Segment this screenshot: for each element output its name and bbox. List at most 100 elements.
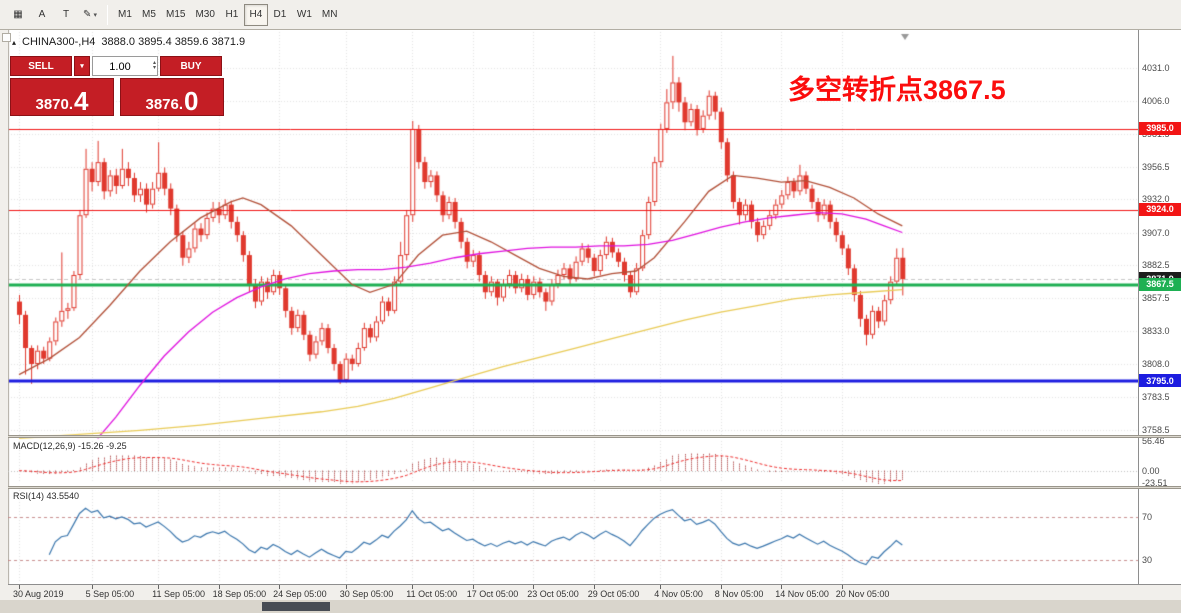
time-tick — [841, 585, 843, 589]
timeframe-m1-button[interactable]: M1 — [113, 4, 137, 26]
rsi-level-label: 30 — [1142, 555, 1153, 565]
rsi-value: 43.5540 — [46, 491, 80, 501]
time-label: 8 Nov 05:00 — [714, 589, 764, 599]
bid-price-panel: 3870. 4 — [10, 78, 114, 116]
time-tick — [345, 585, 347, 589]
time-tick — [412, 585, 414, 589]
taskbar-strip — [0, 600, 1181, 613]
time-label: 29 Oct 05:00 — [587, 589, 640, 599]
buy-button[interactable]: BUY — [160, 56, 222, 76]
macd-tick-label: 0.00 — [1142, 465, 1160, 476]
price-tick-label: 4006.0 — [1142, 96, 1170, 107]
price-axis[interactable]: 4031.04006.03981.53956.53932.03907.03882… — [1138, 30, 1181, 600]
tool-cursor-button[interactable]: A — [30, 4, 54, 26]
price-tick-label: 3833.0 — [1142, 325, 1170, 336]
hline-price-box: 3985.0 — [1139, 121, 1181, 135]
time-tick — [533, 585, 535, 589]
one-click-collapse-icon[interactable]: ▴ — [12, 37, 17, 47]
toolbar: ▦ A T ✎ ▾ M1 M5 M15 M30 H1 H4 D1 W1 MN — [0, 0, 1181, 30]
price-tick-label: 4031.0 — [1142, 62, 1170, 73]
time-label: 20 Nov 05:00 — [835, 589, 890, 599]
time-label: 23 Oct 05:00 — [527, 589, 579, 599]
volume-input[interactable] — [93, 58, 157, 76]
chart-text-annotation: 多空转折点3867.5 — [788, 75, 1006, 105]
time-tick — [720, 585, 722, 589]
bid-price-big-digit: 4 — [74, 85, 89, 116]
time-tick — [158, 585, 160, 589]
macd-indicator-label: MACD(12,26,9) -15.26 -9.25 — [13, 441, 127, 451]
macd-tick-label: -23.51 — [1142, 478, 1168, 488]
toolbar-separator — [107, 4, 108, 25]
chevron-down-icon: ▾ — [93, 11, 97, 19]
time-tick — [91, 585, 93, 589]
ohlc-values: 3888.0 3895.4 3859.6 3871.9 — [101, 36, 246, 48]
time-label: 18 Sep 05:00 — [212, 589, 267, 599]
time-label: 24 Sep 05:00 — [273, 589, 327, 599]
spinner-up-icon: ▴ — [152, 60, 156, 66]
taskbar-item[interactable] — [262, 602, 330, 611]
timeframe-h1-button[interactable]: H1 — [220, 4, 244, 26]
time-label: 11 Oct 05:00 — [406, 589, 458, 599]
time-label: 30 Aug 2019 — [13, 589, 64, 599]
spinner-down-icon: ▾ — [152, 65, 156, 71]
macd-values: -15.26 -9.25 — [78, 441, 127, 451]
macd-window-splitter[interactable] — [8, 435, 1181, 438]
symbol-period-label: CHINA300-,H4 — [22, 36, 96, 48]
sell-button[interactable]: SELL — [10, 56, 72, 76]
time-tick — [19, 585, 20, 589]
time-tick — [660, 585, 662, 589]
rsi-level-label: 70 — [1142, 512, 1153, 522]
price-tick-label: 3932.0 — [1142, 194, 1170, 205]
timeframe-group: M1 M5 M15 M30 H1 H4 D1 W1 MN — [113, 3, 343, 26]
minimized-toolbar-icon[interactable] — [2, 33, 11, 42]
ask-price-panel: 3876. 0 — [120, 78, 224, 116]
time-tick — [279, 585, 281, 589]
volume-dropdown-button[interactable]: ▾ — [74, 56, 90, 76]
time-axis[interactable]: 30 Aug 2019 5 Sep 05:00 11 Sep 05:00 18 Sep… — [8, 584, 1181, 600]
price-tick-label: 3783.5 — [1142, 391, 1170, 402]
time-label: 30 Sep 05:00 — [339, 589, 394, 599]
timeframe-d1-button[interactable]: D1 — [268, 4, 292, 26]
time-label: 5 Sep 05:00 — [85, 589, 135, 599]
price-tick-label: 3758.5 — [1142, 424, 1170, 435]
hline-price-box: 3924.0 — [1139, 202, 1181, 216]
time-tick — [472, 585, 474, 589]
one-click-trading-panel: SELL ▾ ▴▾ BUY 3870.4 3876.0 — [10, 56, 224, 116]
timeframe-m15-button[interactable]: M15 — [161, 4, 190, 26]
timeframe-m5-button[interactable]: M5 — [137, 4, 161, 26]
hline-price-box: 3795.0 — [1139, 374, 1181, 388]
timeframe-m30-button[interactable]: M30 — [190, 4, 219, 26]
macd-tick-label: 56.46 — [1142, 436, 1165, 446]
ask-price: 3876. — [145, 96, 184, 113]
ask-price-big-digit: 0 — [184, 85, 199, 116]
price-tick-label: 3857.5 — [1142, 293, 1170, 304]
bid-price: 3870. — [35, 96, 74, 113]
price-tick-label: 3808.0 — [1142, 358, 1170, 369]
timeframe-w1-button[interactable]: W1 — [292, 4, 317, 26]
chevron-down-icon: ▾ — [80, 63, 84, 70]
timeframe-h4-button[interactable]: H4 — [243, 3, 268, 26]
time-label: 4 Nov 05:00 — [654, 589, 703, 599]
price-tick-label: 3907.0 — [1142, 227, 1170, 238]
drawing-tools-group: ▦ A T ✎ ▾ — [6, 4, 102, 26]
chart-header: ▴ CHINA300-,H4 3888.0 3895.4 3859.6 3871… — [12, 36, 245, 48]
timeframe-mn-button[interactable]: MN — [317, 4, 343, 26]
rsi-window-splitter[interactable] — [8, 486, 1181, 489]
rsi-indicator-label: RSI(14) 43.5540 — [13, 491, 80, 501]
time-tick — [781, 585, 783, 589]
tool-draw-button[interactable]: ✎ ▾ — [78, 4, 102, 26]
time-tick — [218, 585, 220, 589]
tool-windows-button[interactable]: ▦ — [6, 4, 30, 26]
time-label: 17 Oct 05:00 — [466, 589, 519, 599]
time-tick — [593, 585, 595, 589]
time-label: 11 Sep 05:00 — [152, 589, 206, 599]
time-label: 14 Nov 05:00 — [775, 589, 829, 599]
hline-price-box: 3867.5 — [1139, 277, 1181, 291]
volume-field: ▴▾ — [92, 56, 158, 76]
price-tick-label: 3882.5 — [1142, 260, 1170, 271]
volume-spinner[interactable]: ▴ ▾ — [153, 57, 156, 75]
price-chart-canvas[interactable] — [8, 30, 1138, 600]
price-tick-label: 3956.5 — [1142, 161, 1170, 172]
tool-text-button[interactable]: T — [54, 4, 78, 26]
